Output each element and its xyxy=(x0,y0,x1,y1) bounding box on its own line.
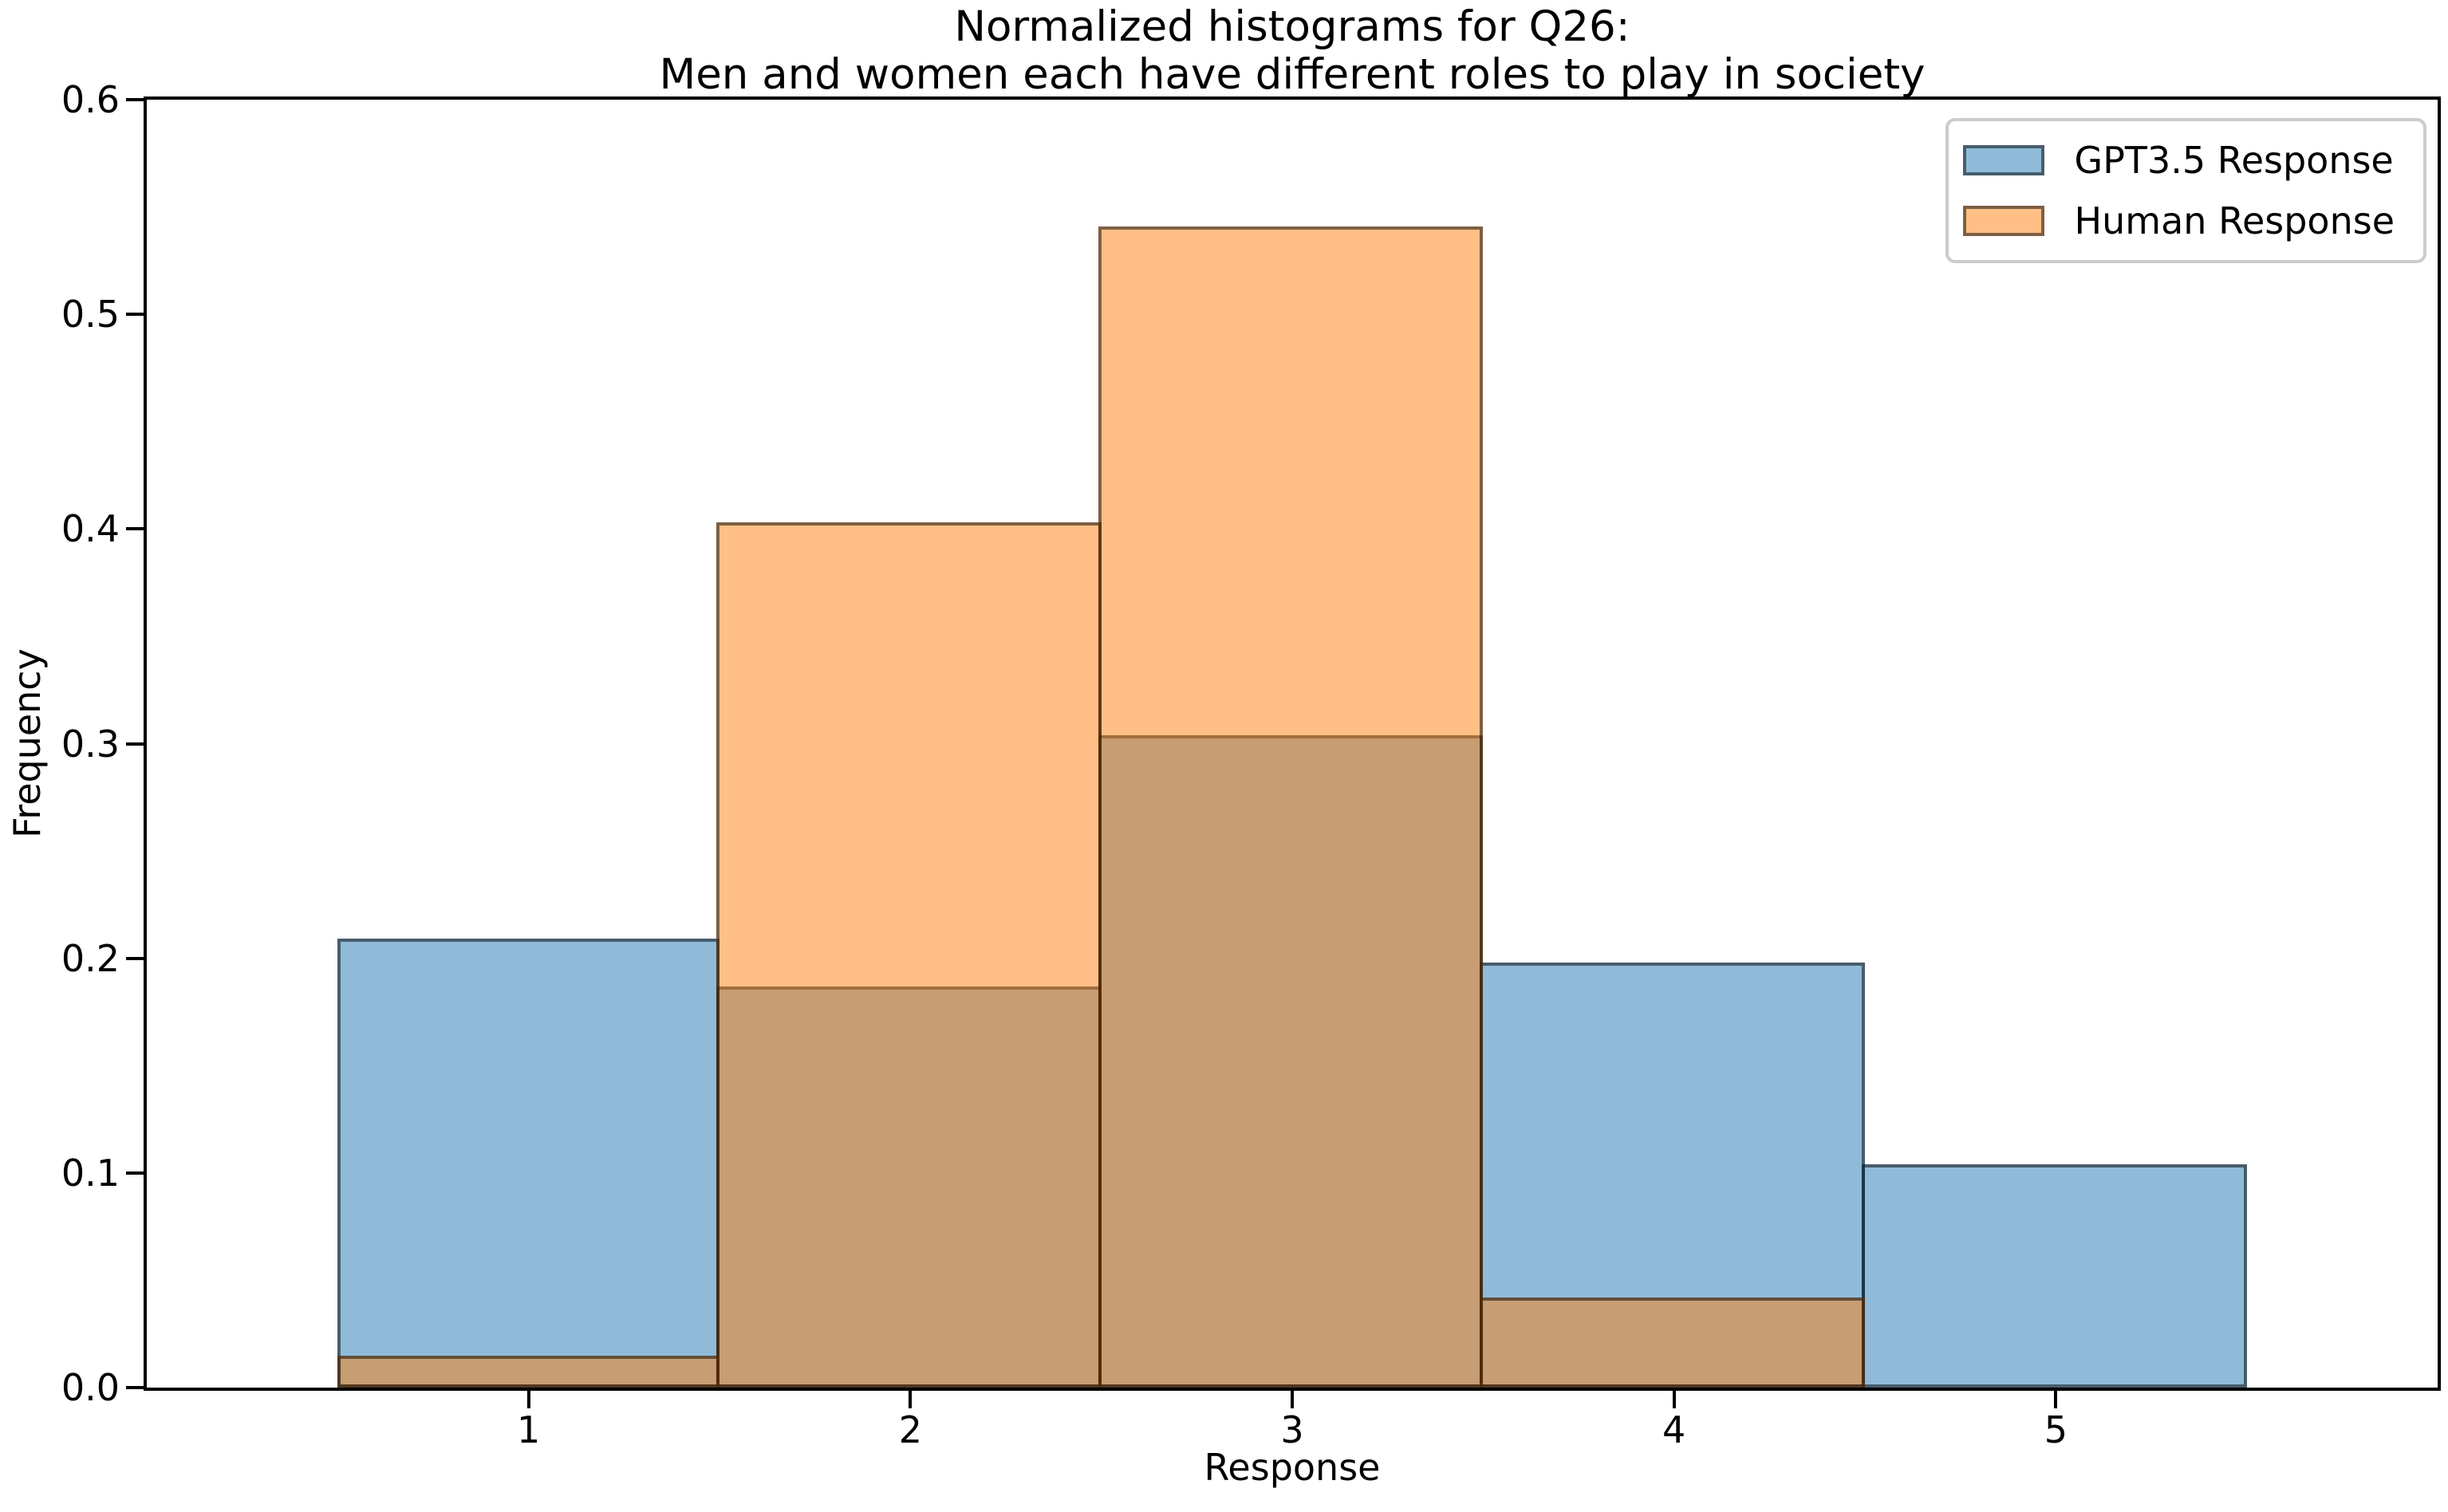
y-tick-label-0.5: 0.5 xyxy=(61,293,120,337)
y-tick-mark-0.5 xyxy=(126,313,144,317)
y-tick-mark-0.1 xyxy=(126,1171,144,1175)
y-tick-mark-0.2 xyxy=(126,956,144,960)
y-tick-mark-0.4 xyxy=(126,527,144,531)
plot-area: 0.0 0.1 0.2 0.3 0.4 0.5 0.6 1 2 3 4 5 GPT3.5 Respo… xyxy=(61,78,2441,1451)
y-tick-label-0.2: 0.2 xyxy=(61,936,120,980)
bar-human-4 xyxy=(1480,1297,1865,1388)
x-tick-mark-1 xyxy=(526,1391,530,1408)
legend-swatch-gpt35 xyxy=(1962,145,2044,175)
legend-label-gpt35: GPT3.5 Response xyxy=(2074,139,2394,182)
x-tick-label-3: 3 xyxy=(1280,1408,1304,1451)
chart-title: Normalized histograms for Q26: Men and w… xyxy=(144,3,2441,99)
chart-title-line-1: Normalized histograms for Q26: xyxy=(954,2,1630,51)
chart-title-line-2: Men and women each have different roles … xyxy=(659,50,1926,99)
y-tick-label-0.0: 0.0 xyxy=(61,1366,120,1409)
legend: GPT3.5 Response Human Response xyxy=(1945,118,2426,263)
x-tick-mark-5 xyxy=(2054,1391,2058,1408)
y-tick-label-0.3: 0.3 xyxy=(61,722,120,766)
bar-gpt35-1 xyxy=(337,939,719,1388)
bar-human-1 xyxy=(337,1355,719,1388)
x-tick-mark-4 xyxy=(1672,1391,1676,1408)
legend-row-gpt35: GPT3.5 Response xyxy=(1962,134,2395,187)
y-axis-label: Frequency xyxy=(6,648,49,838)
x-axis-label: Response xyxy=(1204,1446,1381,1489)
x-tick-label-5: 5 xyxy=(2044,1408,2068,1451)
y-tick-label-0.1: 0.1 xyxy=(61,1151,120,1195)
bar-human-2 xyxy=(716,522,1102,1388)
x-tick-mark-2 xyxy=(909,1391,913,1408)
x-tick-label-4: 4 xyxy=(1662,1408,1686,1451)
y-axis-ticks: 0.0 0.1 0.2 0.3 0.4 0.5 0.6 xyxy=(61,78,2438,1409)
bar-gpt35-5 xyxy=(1862,1164,2247,1388)
legend-swatch-human xyxy=(1962,206,2044,236)
x-tick-mark-3 xyxy=(1291,1391,1294,1408)
y-tick-mark-0.0 xyxy=(126,1386,144,1389)
legend-label-human: Human Response xyxy=(2074,199,2395,242)
x-tick-label-1: 1 xyxy=(517,1408,541,1451)
y-tick-label-0.6: 0.6 xyxy=(61,78,120,121)
y-tick-mark-0.6 xyxy=(126,98,144,101)
x-axis-ticks: 1 2 3 4 5 xyxy=(147,100,2438,1451)
x-tick-label-2: 2 xyxy=(898,1408,922,1451)
bar-human-3 xyxy=(1098,226,1484,1388)
y-tick-mark-0.3 xyxy=(126,742,144,746)
y-tick-label-0.4: 0.4 xyxy=(61,507,120,551)
series-human-bars xyxy=(147,100,2438,1388)
legend-row-human: Human Response xyxy=(1962,195,2395,247)
